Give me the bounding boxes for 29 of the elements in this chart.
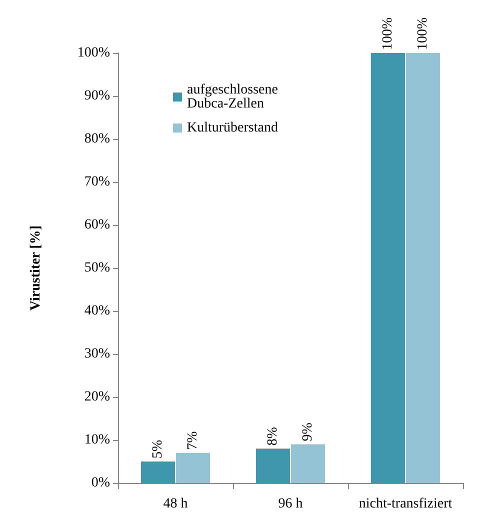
bar (370, 53, 405, 483)
y-tick-label: 30% (84, 346, 110, 362)
x-tick-label: nicht-transfiziert (358, 496, 452, 512)
data-label: 100% (416, 17, 431, 50)
y-tick-label: 20% (84, 390, 110, 404)
bar (406, 53, 440, 483)
y-tick-label: 10% (84, 432, 110, 448)
legend-label: Kulturüberstand (187, 120, 278, 136)
y-tick-label: 0% (91, 476, 110, 490)
y-tick-label: 60% (84, 218, 110, 232)
data-label: 8% (265, 426, 280, 446)
legend-label: aufgeschlossene Dubca-Zellen (187, 82, 282, 112)
y-tick-label: 40% (84, 304, 110, 318)
data-label: 7% (186, 430, 201, 450)
y-tick-label: 100% (77, 46, 110, 60)
bar (176, 452, 210, 483)
data-label: 9% (300, 422, 316, 442)
y-tick-label: 50% (84, 260, 110, 276)
y-tick-label: 90% (84, 88, 110, 104)
x-tick-label: 96 h (278, 496, 303, 512)
x-tick-label: 48 h (163, 496, 188, 512)
y-axis-title: Virustiter [%] (28, 225, 44, 311)
y-tick-label: 70% (84, 174, 110, 190)
data-label: 5% (150, 440, 166, 458)
bar (291, 444, 326, 483)
bar (256, 448, 290, 483)
y-tick-label: 80% (84, 132, 110, 146)
data-label: 100% (380, 17, 396, 50)
bar (140, 462, 175, 483)
